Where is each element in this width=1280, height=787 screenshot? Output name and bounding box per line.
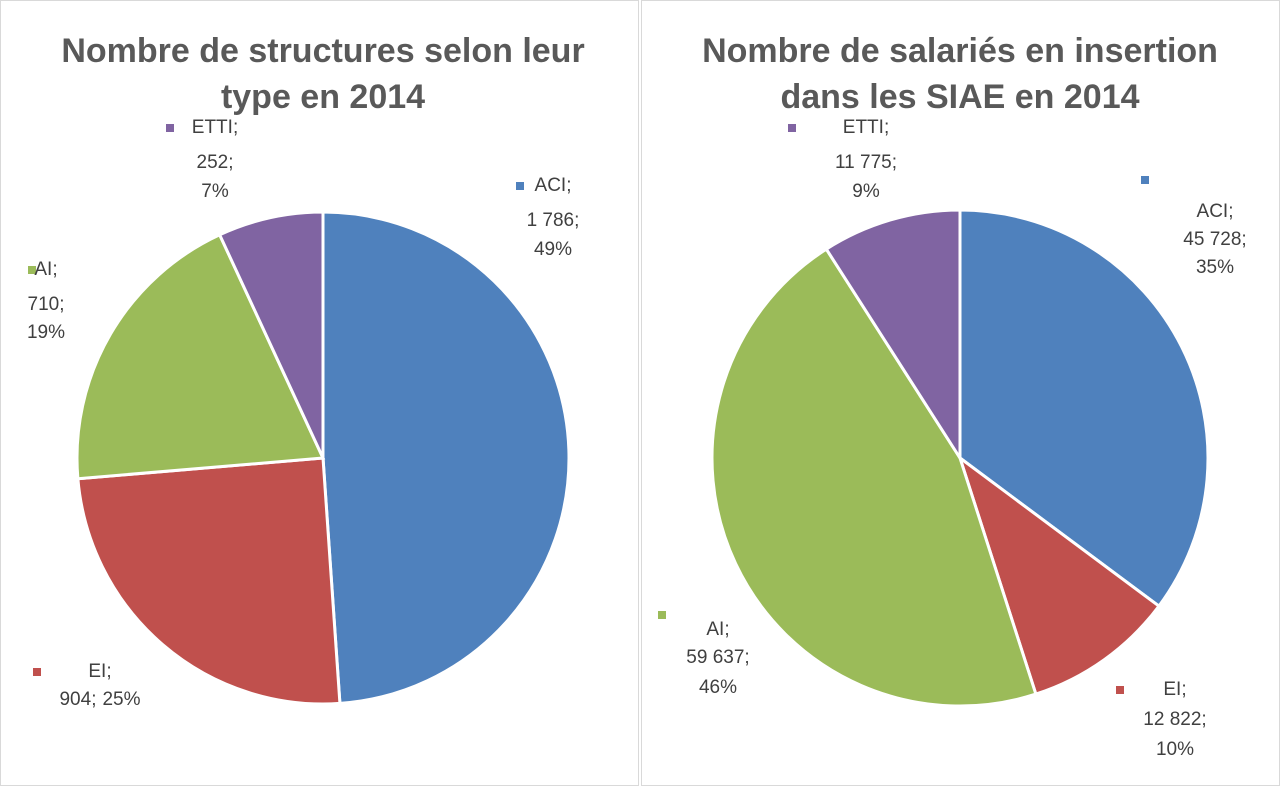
data-label-part: 45 728 <box>1183 229 1241 250</box>
pie-slice <box>75 232 326 481</box>
data-label: ETTI; <box>843 117 889 138</box>
data-label: 904; 25% <box>59 689 140 710</box>
label-separator: ; <box>724 619 729 640</box>
data-label: 19% <box>27 322 65 343</box>
data-label: 49% <box>534 239 572 260</box>
data-label-part: 19% <box>27 322 65 343</box>
label-separator: ; <box>1228 201 1233 222</box>
data-label: AI; <box>706 619 729 640</box>
data-label: EI; <box>88 661 111 682</box>
data-label: 10% <box>1156 739 1194 760</box>
label-separator: ; <box>1181 679 1186 700</box>
label-separator: ; <box>884 117 889 138</box>
data-label-part: AI <box>34 259 52 280</box>
label-separator: ; <box>1241 229 1246 250</box>
data-label: 59 637; <box>686 647 749 668</box>
data-label: 12 822; <box>1143 709 1206 730</box>
label-separator: ; <box>574 210 579 231</box>
pie-slice <box>217 210 325 459</box>
data-label-part: AI <box>706 619 724 640</box>
data-label: ACI; <box>1197 201 1234 222</box>
data-label: 252; <box>197 152 234 173</box>
label-separator: ; <box>106 661 111 682</box>
label-marker <box>516 182 524 190</box>
data-label: 35% <box>1196 257 1234 278</box>
data-label: 7% <box>201 181 229 202</box>
chart-panel <box>0 0 639 786</box>
label-separator: ; <box>91 689 96 710</box>
data-label-part: EI <box>1163 679 1181 700</box>
label-separator: ; <box>892 152 897 173</box>
label-separator: ; <box>744 647 749 668</box>
pie-slice <box>321 210 571 706</box>
data-label: 9% <box>852 181 880 202</box>
data-label-part: 49% <box>534 239 572 260</box>
label-marker <box>33 668 41 676</box>
data-label: 11 775; <box>835 152 897 173</box>
label-marker <box>166 124 174 132</box>
chart-title: Nombre de structures selon leur type en … <box>61 32 585 116</box>
data-label-part: 46% <box>699 677 737 698</box>
data-label: ACI; <box>535 175 572 196</box>
data-label-part: 59 637 <box>686 647 744 668</box>
pie-slice <box>958 208 1210 609</box>
data-label: ETTI; <box>192 117 238 138</box>
data-label-part: 25% <box>102 689 140 710</box>
data-label: 45 728; <box>1183 229 1246 250</box>
data-label-part: ETTI <box>843 117 884 138</box>
label-separator: ; <box>233 117 238 138</box>
chart-title: Nombre de salariés en insertion dans les… <box>702 32 1218 116</box>
label-separator: ; <box>52 259 57 280</box>
label-marker <box>788 124 796 132</box>
data-label-part: EI <box>88 661 106 682</box>
data-label-part: 35% <box>1196 257 1234 278</box>
data-label-part: 11 775 <box>835 152 892 173</box>
data-label-part: 1 786 <box>527 210 575 231</box>
data-label: 710; <box>28 294 65 315</box>
data-label-part: 9% <box>852 181 880 202</box>
data-label-part: ETTI <box>192 117 233 138</box>
data-label: 46% <box>699 677 737 698</box>
data-label: EI; <box>1163 679 1186 700</box>
label-separator: ; <box>1201 709 1206 730</box>
label-separator: ; <box>59 294 64 315</box>
label-marker <box>1116 686 1124 694</box>
label-marker <box>28 266 36 274</box>
data-label-part: 252 <box>197 152 229 173</box>
data-label-part: ACI <box>535 175 567 196</box>
pie-slice <box>824 208 962 464</box>
label-separator: ; <box>566 175 571 196</box>
pie-slice <box>957 453 1162 696</box>
data-label-part: ACI <box>1197 201 1229 222</box>
label-separator: ; <box>228 152 233 173</box>
pie-slice <box>710 247 1038 708</box>
data-label: 1 786; <box>527 210 580 231</box>
data-label-part: 710 <box>28 294 60 315</box>
label-marker <box>658 611 666 619</box>
data-label-part: 904 <box>59 689 91 710</box>
data-label-part: 7% <box>201 181 229 202</box>
data-label: AI; <box>34 259 57 280</box>
data-label-part: 10% <box>1156 739 1194 760</box>
pie-slice <box>76 456 342 706</box>
data-label-part: 12 822 <box>1143 709 1201 730</box>
label-marker <box>1141 176 1149 184</box>
